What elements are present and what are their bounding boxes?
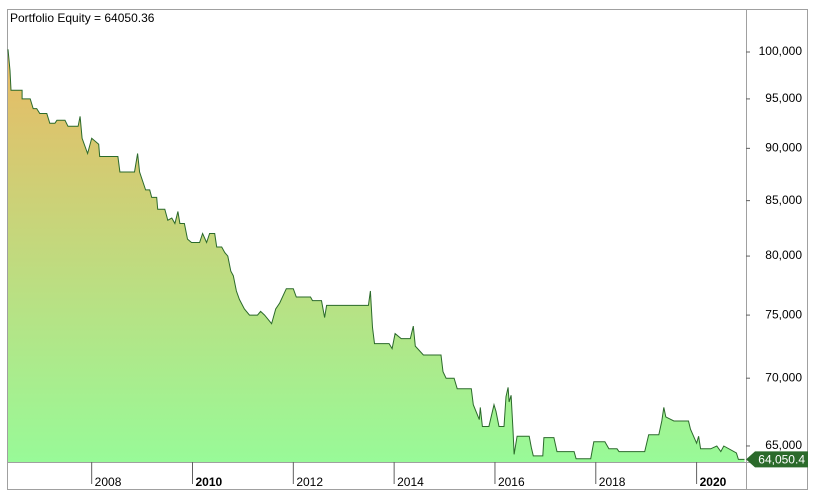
x-tick-label: 2016 xyxy=(498,475,525,489)
x-tick-label: 2010 xyxy=(196,475,223,489)
y-tick-label: 65,000 xyxy=(765,438,802,452)
x-tick-label: 2014 xyxy=(397,475,424,489)
y-tick-label: 85,000 xyxy=(765,193,802,207)
y-tick-label: 90,000 xyxy=(765,141,802,155)
x-tick-label: 2008 xyxy=(95,475,122,489)
last-value-label: 64,050.4 xyxy=(758,453,805,467)
y-tick-label: 80,000 xyxy=(765,248,802,262)
x-tick-label: 2020 xyxy=(700,475,727,489)
last-value-flag xyxy=(746,451,808,468)
x-tick-label: 2012 xyxy=(296,475,323,489)
y-tick-label: 70,000 xyxy=(765,370,802,384)
y-tick-label: 95,000 xyxy=(765,91,802,105)
x-tick-label: 2018 xyxy=(599,475,626,489)
frame xyxy=(7,9,808,490)
equity-area xyxy=(8,49,745,463)
y-tick-label: 75,000 xyxy=(765,307,802,321)
equity-line xyxy=(7,49,745,460)
y-tick-label: 100,000 xyxy=(759,44,803,58)
chart-title: Portfolio Equity = 64050.36 xyxy=(10,11,155,25)
